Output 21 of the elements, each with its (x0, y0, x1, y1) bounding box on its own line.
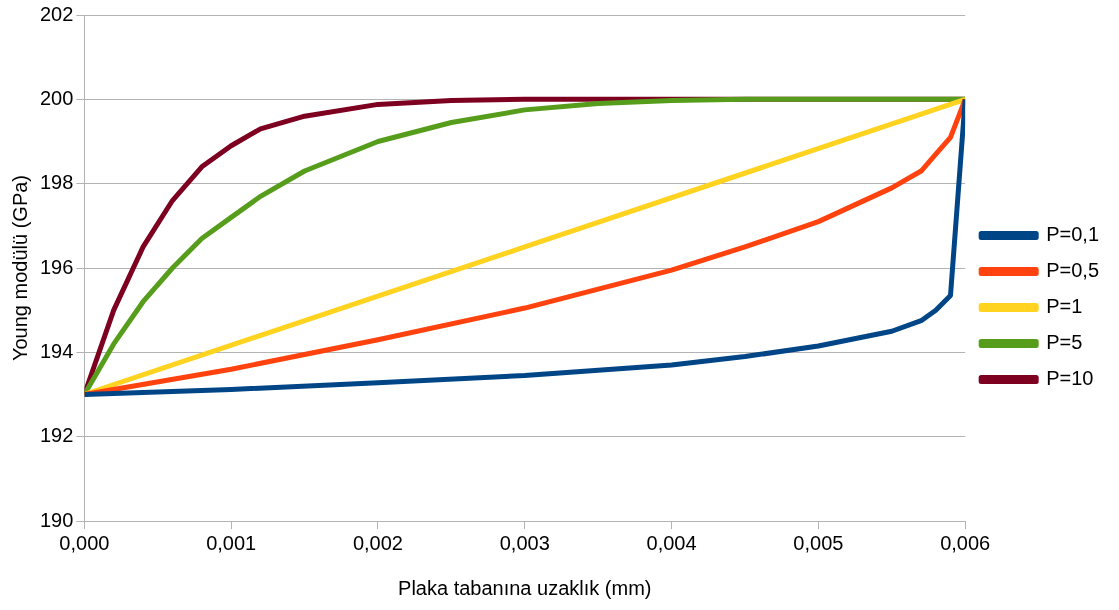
x-tick-label: 0,004 (646, 531, 697, 554)
x-tick-label: 0,003 (499, 531, 550, 554)
y-tick-label: 202 (39, 2, 74, 25)
y-tick-label: 200 (39, 86, 74, 109)
legend-label: P=1 (1046, 295, 1083, 318)
x-tick-label: 0,001 (206, 531, 257, 554)
y-tick-label: 190 (39, 508, 74, 531)
x-tick-label: 0,005 (793, 531, 844, 554)
y-tick-label: 194 (39, 339, 74, 362)
legend-label: P=0,1 (1046, 223, 1100, 246)
legend-label: P=0,5 (1046, 259, 1100, 282)
x-tick-label: 0,000 (59, 531, 110, 554)
y-tick-label: 192 (39, 424, 74, 447)
legend-label: P=5 (1046, 331, 1083, 354)
y-tick-label: 196 (39, 255, 74, 278)
y-axis-title: Young modülü (GPa) (8, 174, 31, 362)
x-tick-label: 0,002 (352, 531, 403, 554)
legend-label: P=10 (1046, 367, 1094, 390)
x-axis-title: Plaka tabanına uzaklık (mm) (398, 576, 652, 599)
y-tick-label: 198 (39, 171, 74, 194)
x-tick-label: 0,006 (940, 531, 991, 554)
